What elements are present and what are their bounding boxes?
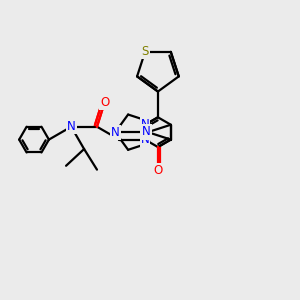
Text: S: S bbox=[142, 126, 150, 139]
Text: S: S bbox=[141, 45, 149, 58]
Text: O: O bbox=[100, 96, 109, 109]
Text: N: N bbox=[141, 118, 149, 131]
Text: N: N bbox=[67, 120, 76, 133]
Text: N: N bbox=[142, 125, 151, 138]
Text: O: O bbox=[153, 164, 163, 177]
Text: N: N bbox=[111, 126, 120, 139]
Text: N: N bbox=[141, 133, 149, 146]
